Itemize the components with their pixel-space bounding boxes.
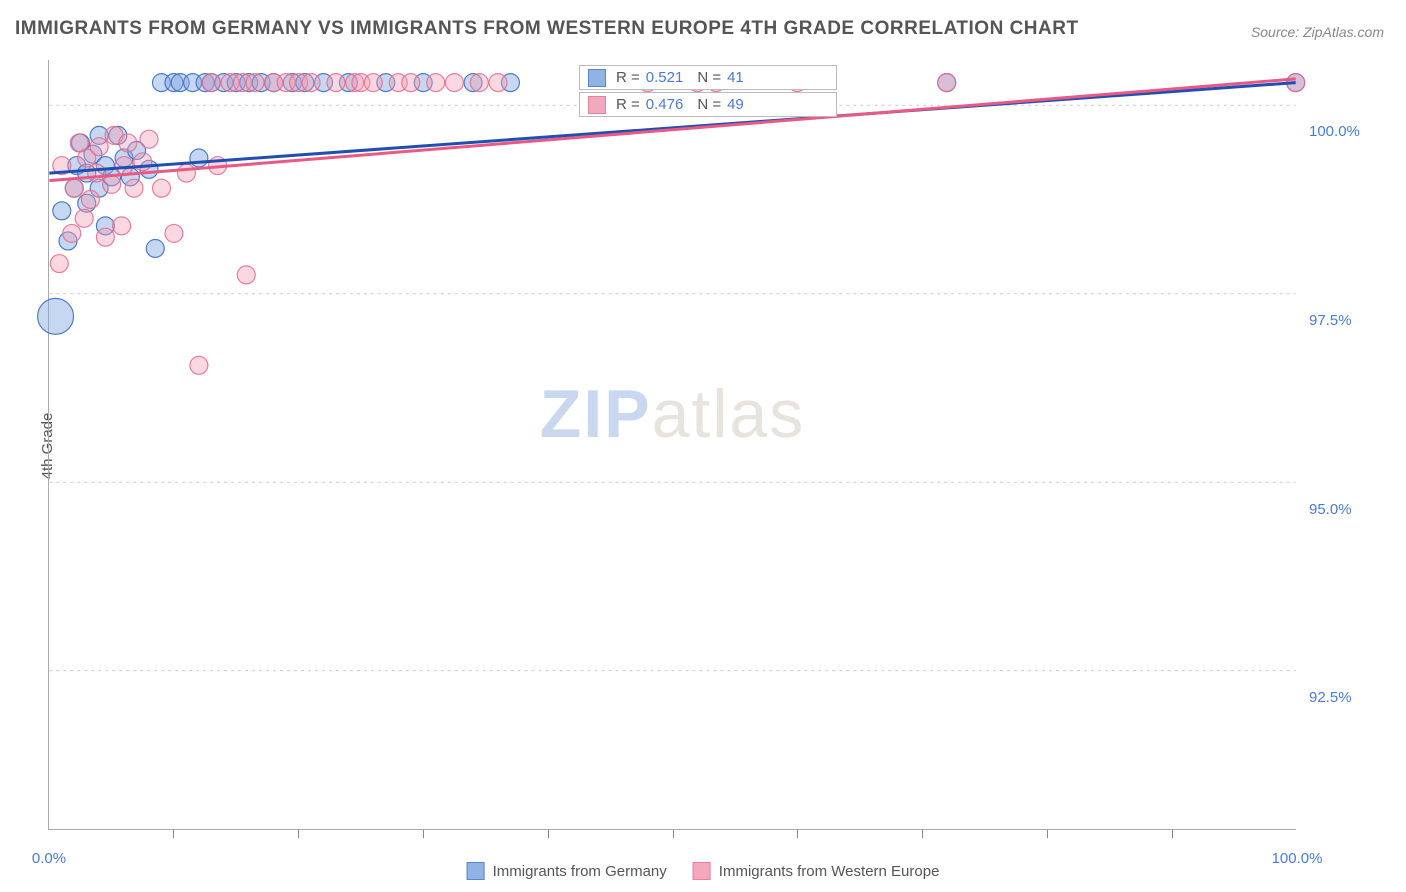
data-point (165, 224, 183, 242)
x-tick-label: 100.0% (1272, 850, 1323, 867)
legend-label: Immigrants from Western Europe (719, 863, 940, 880)
data-point (38, 298, 74, 334)
stats-box: R = 0.521 N = 41 (579, 65, 837, 90)
data-point (50, 255, 68, 273)
data-point (146, 239, 164, 257)
data-point (246, 74, 264, 92)
x-tick (673, 830, 674, 838)
y-tick-label: 100.0% (1309, 123, 1360, 140)
data-point (489, 74, 507, 92)
scatter-plot: ZIPatlas 100.0%97.5%95.0%92.5%0.0%100.0%… (48, 60, 1296, 830)
plot-svg (49, 60, 1296, 829)
x-tick (1047, 830, 1048, 838)
data-point (202, 74, 220, 92)
stats-n-value: 41 (727, 69, 744, 86)
data-point (470, 74, 488, 92)
data-point (113, 217, 131, 235)
data-point (90, 138, 108, 156)
stats-r-label: R = (616, 96, 640, 113)
data-point (103, 175, 121, 193)
data-point (53, 202, 71, 220)
legend-label: Immigrants from Germany (493, 863, 667, 880)
stats-swatch (588, 96, 606, 114)
legend: Immigrants from Germany Immigrants from W… (467, 862, 940, 880)
data-point (81, 190, 99, 208)
x-tick (1172, 830, 1173, 838)
stats-box: R = 0.476 N = 49 (579, 92, 837, 117)
y-tick-label: 92.5% (1309, 689, 1352, 706)
stats-n-value: 49 (727, 96, 744, 113)
data-point (177, 164, 195, 182)
legend-swatch (467, 862, 485, 880)
data-point (125, 179, 143, 197)
data-point (427, 74, 445, 92)
chart-title: IMMIGRANTS FROM GERMANY VS IMMIGRANTS FR… (15, 18, 1079, 40)
legend-swatch (693, 862, 711, 880)
data-point (237, 266, 255, 284)
x-tick (173, 830, 174, 838)
data-point (119, 134, 137, 152)
stats-r-value: 0.521 (646, 69, 684, 86)
data-point (115, 157, 133, 175)
stats-n-label: N = (697, 96, 721, 113)
x-tick (797, 830, 798, 838)
stats-swatch (588, 69, 606, 87)
data-point (65, 179, 83, 197)
data-point (302, 74, 320, 92)
x-tick (423, 830, 424, 838)
y-tick-label: 95.0% (1309, 501, 1352, 518)
x-tick (298, 830, 299, 838)
stats-r-label: R = (616, 69, 640, 86)
source-attribution: Source: ZipAtlas.com (1251, 24, 1384, 40)
data-point (140, 130, 158, 148)
stats-n-label: N = (697, 69, 721, 86)
data-point (63, 224, 81, 242)
x-tick (922, 830, 923, 838)
data-point (88, 164, 106, 182)
data-point (96, 228, 114, 246)
legend-item: Immigrants from Germany (467, 862, 667, 880)
data-point (152, 179, 170, 197)
data-point (190, 149, 208, 167)
data-point (364, 74, 382, 92)
stats-r-value: 0.476 (646, 96, 684, 113)
y-tick-label: 97.5% (1309, 312, 1352, 329)
data-point (190, 356, 208, 374)
data-point (938, 74, 956, 92)
data-point (402, 74, 420, 92)
data-point (75, 209, 93, 227)
x-tick (548, 830, 549, 838)
data-point (445, 74, 463, 92)
legend-item: Immigrants from Western Europe (693, 862, 940, 880)
x-tick-label: 0.0% (32, 850, 66, 867)
data-point (327, 74, 345, 92)
